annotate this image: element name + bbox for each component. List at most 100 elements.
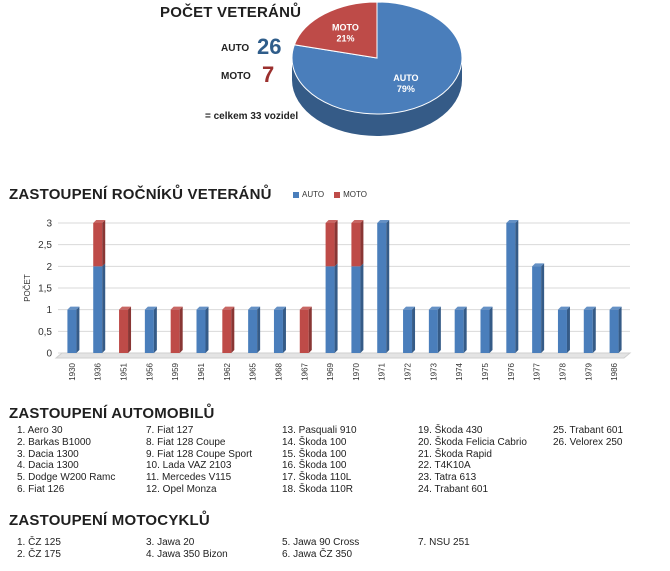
list-item: 14. Škoda 100 <box>282 436 347 448</box>
list-item: 16. Škoda 100 <box>282 460 347 472</box>
bar-moto-1970 <box>351 220 364 267</box>
list-item: 13. Pasquali 910 <box>282 425 357 436</box>
x-tick-label: 1979 <box>584 362 593 380</box>
x-tick-label: 1969 <box>326 362 335 380</box>
y-tick-label: 2,5 <box>38 240 52 251</box>
moto-count: 7 <box>262 62 275 87</box>
x-tick-label: 1971 <box>378 362 387 380</box>
list-item: 7. NSU 251 <box>418 537 470 548</box>
legend-swatch-moto <box>334 191 341 198</box>
x-tick-label: 1986 <box>610 362 619 380</box>
list-item: 12. Opel Monza <box>146 483 217 495</box>
x-tick-label: 1970 <box>352 362 361 380</box>
moto-column: 5. Jawa 90 Cross 6. Jawa ČZ 350 <box>282 537 359 561</box>
moto-title: ZASTOUPENÍ MOTOCYKLŮ <box>9 512 210 529</box>
x-tick-label: 1972 <box>404 362 413 380</box>
bar-auto-1973 <box>428 306 441 353</box>
list-item: 15. Škoda 100 <box>282 448 347 460</box>
cars-column: 25. Trabant 601 26. Velorex 250 <box>553 425 623 449</box>
x-tick-label: 1962 <box>223 362 232 380</box>
bar-moto-1962 <box>222 306 235 353</box>
bar-moto-1967 <box>299 306 312 353</box>
bar-legend: AUTO MOTO <box>293 190 367 199</box>
pie-label-auto: AUTO <box>393 73 418 83</box>
bar-auto-1969 <box>325 263 338 353</box>
list-item: 21. Škoda Rapid <box>418 448 492 460</box>
x-tick-label: 1975 <box>481 362 490 380</box>
list-item: 22. T4K10A <box>418 460 471 472</box>
y-tick-label: 0,5 <box>38 327 52 338</box>
list-item: 26. Velorex 250 <box>553 436 623 448</box>
x-tick-label: 1968 <box>274 362 283 380</box>
bar-auto-1936 <box>93 263 106 353</box>
bar-auto-1930 <box>67 306 80 353</box>
list-item: 3. Dacia 1300 <box>17 448 79 460</box>
bar-auto-1974 <box>454 306 467 353</box>
pie-percent-moto: 21% <box>336 34 354 44</box>
bar-moto-1969 <box>325 220 338 267</box>
bar-auto-1986 <box>609 306 622 353</box>
cars-column: 19. Škoda 430 20. Škoda Felicia Cabrio 21.… <box>418 425 527 496</box>
cars-column: 7. Fiat 127 8. Fiat 128 Coupe 9. Fiat 128 … <box>146 425 252 496</box>
bar-auto-1965 <box>248 306 261 353</box>
bar-auto-1970 <box>351 263 364 353</box>
list-item: 5. Dodge W200 Ramc <box>17 472 116 484</box>
pie-side-wall <box>292 58 462 136</box>
list-item: 7. Fiat 127 <box>146 425 194 436</box>
list-item: 19. Škoda 430 <box>418 425 483 436</box>
x-tick-label: 1976 <box>507 362 516 380</box>
pie-label-moto: MOTO <box>332 23 359 33</box>
cars-title: ZASTOUPENÍ AUTOMOBILŮ <box>9 405 215 422</box>
bar-chart: 0 0,5 1 1,5 2 2,5 3 POČET 1930 1936 1951 1956 1959 19… <box>23 219 632 381</box>
x-tick-label: 1961 <box>197 362 206 380</box>
pie-percent-auto: 79% <box>397 84 415 94</box>
x-tick-label: 1973 <box>429 362 438 380</box>
x-tick-label: 1974 <box>455 362 464 380</box>
y-tick-label: 0 <box>46 349 52 360</box>
x-tick-label: 1930 <box>68 362 77 380</box>
total-text: = celkem 33 vozidel <box>205 111 299 122</box>
list-item: 6. Fiat 126 <box>17 483 65 495</box>
list-item: 2. ČZ 175 <box>17 548 61 560</box>
x-tick-label: 1965 <box>249 362 258 380</box>
chart-floor <box>54 352 632 359</box>
auto-count-label: AUTO <box>221 43 250 54</box>
x-tick-label: 1967 <box>300 362 309 380</box>
legend-item-moto: MOTO <box>334 190 367 199</box>
legend-label-auto: AUTO <box>302 190 325 199</box>
list-item: 9. Fiat 128 Coupe Sport <box>146 448 253 460</box>
y-axis-label: POČET <box>23 274 32 302</box>
bar-auto-1961 <box>196 306 209 353</box>
bar-auto-1956 <box>144 306 157 353</box>
list-item: 1. Aero 30 <box>17 425 63 436</box>
bar-auto-1976 <box>506 220 519 353</box>
list-item: 18. Škoda 110R <box>282 483 353 495</box>
bar-auto-1968 <box>273 306 286 353</box>
legend-label-moto: MOTO <box>343 190 367 199</box>
list-item: 17. Škoda 110L <box>282 472 352 484</box>
list-item: 20. Škoda Felicia Cabrio <box>418 436 527 448</box>
list-item: 8. Fiat 128 Coupe <box>146 436 226 448</box>
x-tick-label: 1951 <box>120 362 129 380</box>
list-item: 23. Tatra 613 <box>418 472 477 484</box>
legend-swatch-auto <box>293 191 299 198</box>
bar-auto-1977 <box>532 263 545 353</box>
moto-column: 1. ČZ 125 2. ČZ 175 <box>17 537 61 561</box>
y-tick-label: 1 <box>46 305 52 316</box>
bar-chart-title: ZASTOUPENÍ ROČNÍKŮ VETERÁNŮ <box>9 186 272 203</box>
list-item: 4. Jawa 350 Bizon <box>146 548 228 560</box>
list-item: 2. Barkas B1000 <box>17 436 91 448</box>
list-item: 10. Lada VAZ 2103 <box>146 460 232 472</box>
list-item: 25. Trabant 601 <box>553 425 624 436</box>
x-tick-label: 1936 <box>94 362 103 380</box>
list-item: 4. Dacia 1300 <box>17 460 79 472</box>
legend-item-auto: AUTO <box>293 190 324 199</box>
bar-auto-1978 <box>557 306 570 353</box>
moto-count-label: MOTO <box>221 71 251 82</box>
list-item: 3. Jawa 20 <box>146 537 195 548</box>
y-tick-label: 3 <box>46 219 52 230</box>
list-item: 11. Mercedes V115 <box>146 472 232 484</box>
auto-count: 26 <box>257 34 282 59</box>
bar-moto-1951 <box>119 306 132 353</box>
